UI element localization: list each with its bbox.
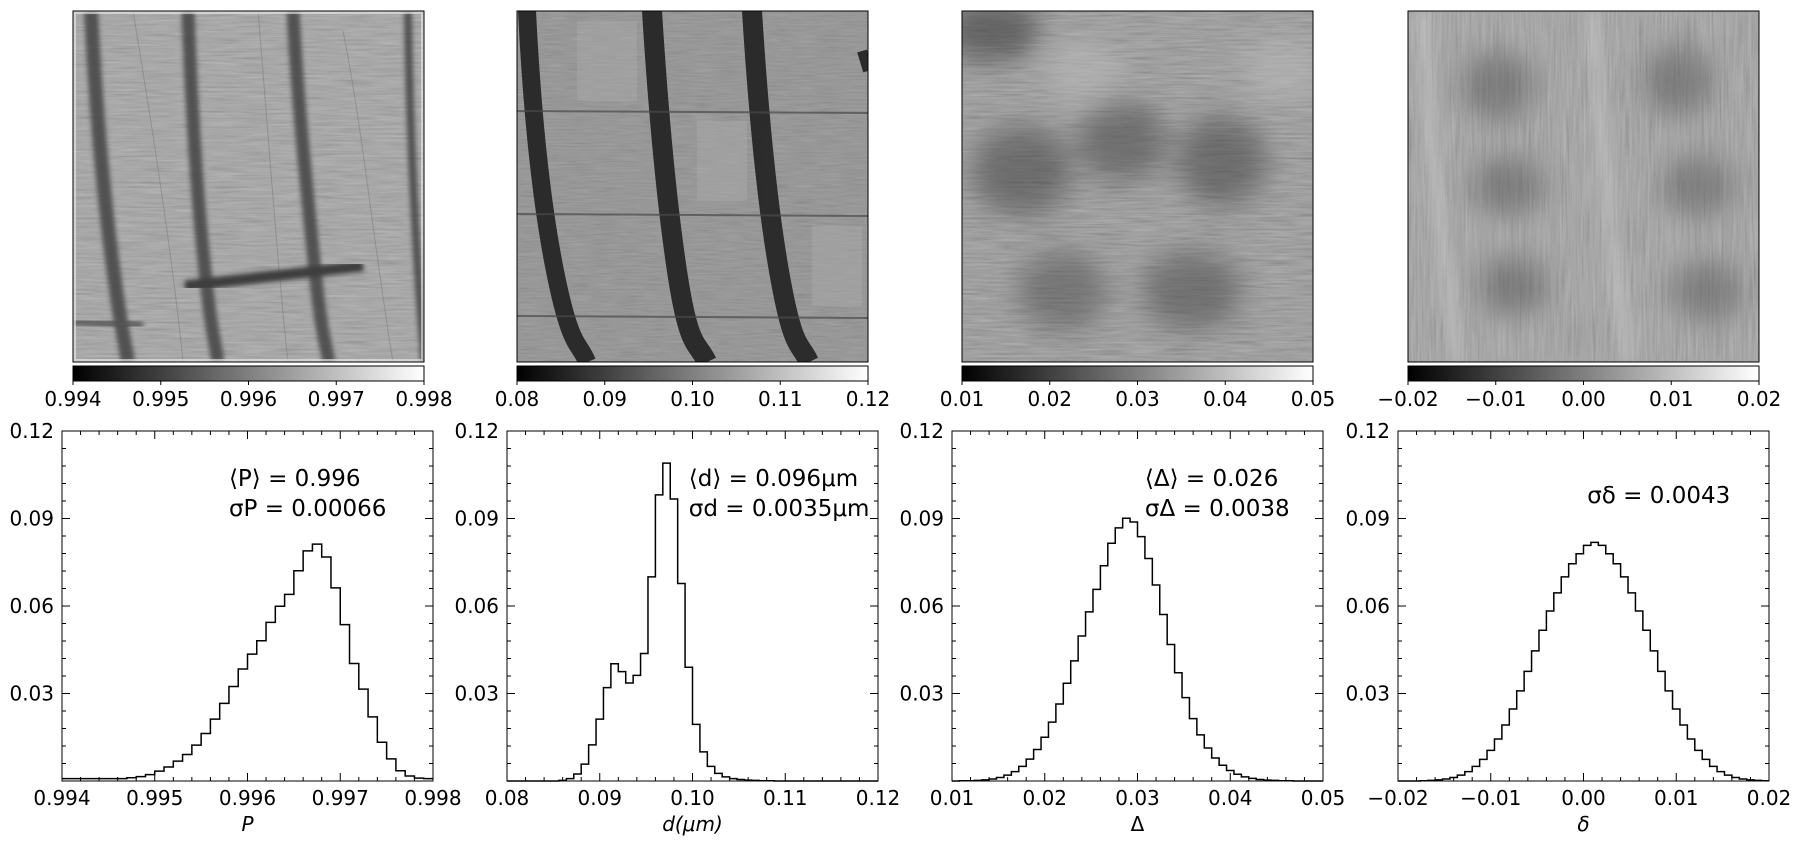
hist-d: 0.08 0.09 0.10 0.11 0.12 0.03 0.06 0.09 0.12 d(μm… (454, 419, 900, 836)
colorbar-tick-label: 0.10 (670, 387, 715, 411)
hist-delta: −0.02 −0.01 0.00 0.01 0.02 0.03 0.06 0.09 0.12 δ σ… (1345, 419, 1791, 836)
map-Delta (961, 10, 1314, 363)
colorbar-tick-label: 0.00 (1561, 387, 1606, 411)
colorbar: −0.02 −0.01 0.00 0.01 0.02 (1377, 365, 1782, 411)
y-tick-label: 0.09 (899, 507, 944, 531)
map-d (516, 10, 869, 363)
colorbar-gradient (961, 365, 1314, 382)
x-tick-label: 0.00 (1561, 786, 1606, 810)
colorbar-tick-label: 0.01 (940, 387, 985, 411)
x-axis-label: P (241, 812, 254, 836)
y-tick-label: 0.03 (454, 682, 499, 706)
x-tick-label: 0.997 (312, 786, 369, 810)
y-tick-label: 0.06 (454, 594, 499, 618)
colorbar-tick-label: 0.04 (1203, 387, 1248, 411)
x-tick-label: 0.10 (670, 786, 715, 810)
plot-frame (951, 430, 1324, 782)
map-P (72, 10, 425, 363)
x-tick-label: 0.996 (219, 786, 276, 810)
colorbar: 0.08 0.09 0.10 0.11 0.12 (495, 365, 891, 411)
annotation: σΔ = 0.0038 (1145, 496, 1290, 522)
annotation: σδ = 0.0043 (1587, 483, 1730, 509)
y-tick-label: 0.12 (9, 419, 54, 443)
x-tick-label: 0.03 (1115, 786, 1160, 810)
x-tick-label: 0.08 (485, 786, 530, 810)
y-tick-label: 0.06 (9, 594, 54, 618)
y-tick-label: 0.12 (899, 419, 944, 443)
colorbar-tick-label: −0.01 (1465, 387, 1526, 411)
colorbar-tick-label: 0.02 (1737, 387, 1782, 411)
colorbar-gradient (516, 365, 869, 382)
y-tick-label: 0.12 (454, 419, 499, 443)
colorbar-tick-label: 0.12 (846, 387, 891, 411)
histogram-step (952, 517, 1323, 782)
x-tick-label: 0.995 (126, 786, 183, 810)
hist-Delta: 0.01 0.02 0.03 0.04 0.05 0.03 0.06 0.09 0.12 Δ ⟨Δ⟩… (899, 419, 1345, 836)
x-tick-label: −0.02 (1367, 786, 1428, 810)
y-tick-label: 0.09 (9, 507, 54, 531)
y-tick-label: 0.03 (1345, 682, 1390, 706)
plot-frame (506, 430, 879, 782)
x-tick-label: 0.01 (930, 786, 975, 810)
x-tick-label: 0.02 (1747, 786, 1792, 810)
plot-frame (61, 430, 434, 782)
x-axis-label: Δ (1131, 812, 1145, 836)
annotation: σP = 0.00066 (229, 496, 386, 522)
histogram-step (1398, 541, 1769, 782)
annotation: ⟨Δ⟩ = 0.026 (1145, 466, 1278, 492)
x-tick-label: 0.09 (577, 786, 622, 810)
x-tick-label: 0.11 (763, 786, 808, 810)
colorbar-tick-label: 0.02 (1027, 387, 1072, 411)
colorbar-tick-label: 0.997 (308, 387, 365, 411)
y-tick-label: 0.06 (1345, 594, 1390, 618)
colorbar-gradient (1407, 365, 1760, 382)
colorbar-tick-label: −0.02 (1377, 387, 1438, 411)
x-tick-label: 0.12 (856, 786, 901, 810)
x-tick-label: 0.05 (1301, 786, 1346, 810)
annotation: ⟨P⟩ = 0.996 (229, 466, 361, 492)
annotation: ⟨d⟩ = 0.096μm (689, 466, 858, 492)
hist-P: 0.994 0.995 0.996 0.997 0.998 0.03 0.06 0.09 0.1… (9, 419, 461, 836)
x-tick-label: 0.994 (33, 786, 90, 810)
colorbar-tick-label: 0.11 (758, 387, 803, 411)
colorbar: 0.01 0.02 0.03 0.04 0.05 (940, 365, 1336, 411)
colorbar-tick-label: 0.996 (220, 387, 277, 411)
x-axis-label: δ (1577, 812, 1589, 836)
y-tick-label: 0.03 (9, 682, 54, 706)
y-tick-label: 0.03 (899, 682, 944, 706)
colorbar: 0.994 0.995 0.996 0.997 0.998 (44, 365, 453, 411)
colorbar-tick-label: 0.03 (1115, 387, 1160, 411)
y-tick-label: 0.12 (1345, 419, 1390, 443)
x-tick-label: 0.998 (404, 786, 461, 810)
annotation: σd = 0.0035μm (689, 496, 870, 522)
map-delta (1407, 10, 1760, 363)
colorbar-tick-label: 0.995 (132, 387, 189, 411)
x-tick-label: 0.04 (1208, 786, 1253, 810)
y-tick-label: 0.09 (454, 507, 499, 531)
y-tick-label: 0.06 (899, 594, 944, 618)
plot-frame (1397, 430, 1770, 782)
colorbar-tick-label: 0.09 (582, 387, 627, 411)
colorbar-tick-label: 0.01 (1649, 387, 1694, 411)
colorbar-gradient (72, 365, 425, 382)
x-tick-label: 0.01 (1654, 786, 1699, 810)
x-tick-label: −0.01 (1460, 786, 1521, 810)
colorbar-tick-label: 0.994 (44, 387, 101, 411)
x-tick-label: 0.02 (1022, 786, 1067, 810)
colorbar-tick-label: 0.998 (395, 387, 452, 411)
y-tick-label: 0.09 (1345, 507, 1390, 531)
histogram-step (62, 543, 433, 780)
colorbar-tick-label: 0.08 (495, 387, 540, 411)
colorbar-tick-label: 0.05 (1291, 387, 1336, 411)
x-axis-label: d(μm) (662, 812, 723, 836)
